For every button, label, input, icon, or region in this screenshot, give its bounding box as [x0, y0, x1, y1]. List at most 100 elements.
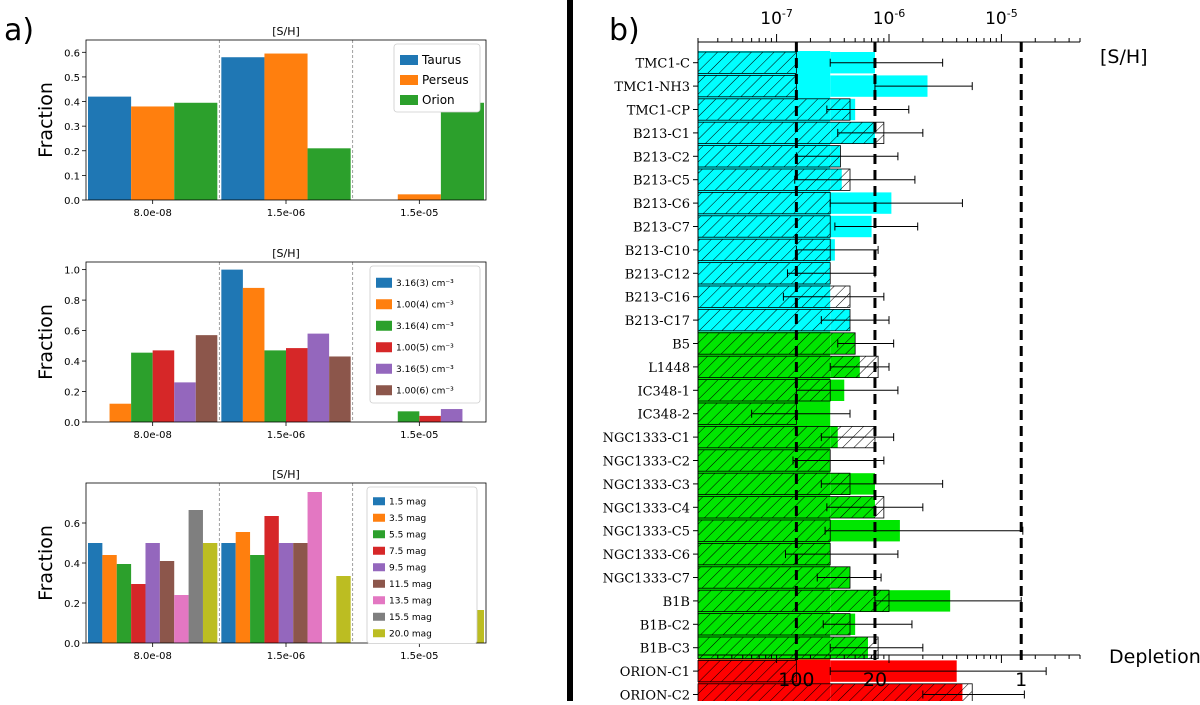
bar-perseus-2: [397, 194, 441, 200]
source-label: B1B-C3: [640, 642, 690, 657]
hatch-bar: [697, 519, 831, 542]
x-tick-label: 1.5e-05: [400, 208, 438, 219]
row-b213-c5: B213-C5: [633, 168, 916, 191]
y-tick-label: 0.6: [64, 327, 80, 338]
legend-swatch: [373, 563, 385, 572]
row-tmc1-c: TMC1-C: [635, 51, 944, 74]
source-label: TMC1-C: [635, 57, 690, 72]
row-tmc1-nh3: TMC1-NH3: [614, 75, 973, 98]
legend: 3.16(3) cm⁻³ 1.00(4) cm⁻³ 3.16(4) cm⁻³ 1.00…: [369, 265, 481, 404]
bar-11-5-mag-0: [159, 561, 175, 643]
bottom-tick-label: 20: [863, 669, 887, 691]
legend-swatch: [373, 596, 385, 605]
bar-7-5-mag-1: [264, 516, 279, 643]
row-b5: B5: [672, 332, 895, 355]
panel-divider: [567, 0, 573, 701]
bar-1-00-5-cm--1: [286, 348, 308, 422]
bar-3-16-4-cm--0: [131, 352, 153, 422]
source-label: TMC1-CP: [627, 104, 691, 119]
row-b213-c16: B213-C16: [625, 285, 885, 308]
top-tick-label: 10-6: [873, 7, 906, 29]
source-label: NGC1333-C4: [603, 501, 690, 516]
y-tick-label: 0.4: [64, 357, 80, 368]
chart-a2: 0.0 0.2 0.4 0.6 0.8 1.0 8.0e-08 1.5e-06 1.5e-05 […: [35, 247, 487, 441]
y-tick-label: 0.1: [64, 171, 80, 182]
y-tick-label: 0.0: [64, 639, 80, 650]
top-axis-title: [S/H]: [1100, 46, 1148, 68]
bar-3-16-5-cm--0: [174, 382, 196, 422]
bar-3-16-4-cm--1: [264, 350, 286, 422]
row-ngc1333-c4: NGC1333-C4: [603, 496, 924, 519]
bar-orion-1: [307, 148, 351, 200]
source-label: IC348-2: [637, 408, 690, 423]
legend-entry: 7.5 mag: [389, 547, 426, 557]
row-b213-c10: B213-C10: [625, 238, 879, 261]
bar-5-5-mag-1: [250, 555, 265, 643]
chart-title: [S/H]: [272, 468, 300, 481]
chart-title: [S/H]: [272, 25, 300, 38]
row-b213-c1: B213-C1: [633, 121, 924, 144]
legend: 1.5 mag 3.5 mag 5.5 mag 7.5 mag 9.5 mag 11.5 …: [366, 486, 478, 644]
legend-entry: 20.0 mag: [389, 629, 432, 639]
legend-swatch: [373, 513, 385, 522]
chart-a1: 0.0 0.1 0.2 0.3 0.4 0.5 0.6 8.0e-08 1.5e-06 1.5e-…: [35, 25, 487, 219]
bar-3-5-mag-1: [235, 532, 251, 643]
y-tick-label: 0.6: [64, 48, 80, 59]
source-label: B5: [672, 338, 690, 353]
y-tick-label: 0.2: [64, 147, 80, 158]
panel-a: 0.0 0.1 0.2 0.3 0.4 0.5 0.6 8.0e-08 1.5e-06 1.5e-…: [35, 25, 487, 662]
bar-9-5-mag-1: [278, 543, 294, 643]
y-tick-label: 0.4: [64, 559, 80, 570]
bar-taurus-1: [221, 57, 265, 200]
legend-swatch: [373, 530, 385, 539]
legend-swatch: [376, 320, 392, 331]
legend-entry: 9.5 mag: [389, 563, 426, 573]
legend-entry: 3.16(3) cm⁻³: [396, 279, 454, 289]
legend-box: [369, 265, 481, 404]
legend-swatch: [376, 299, 392, 310]
bar-taurus-0: [88, 96, 132, 200]
legend: Taurus Perseus Orion: [393, 43, 481, 113]
source-label: NGC1333-C3: [603, 478, 690, 493]
bar-1-00-4-cm--0: [109, 403, 132, 422]
legend-entry: 1.00(5) cm⁻³: [396, 343, 454, 353]
bar-1-00-5-cm--0: [152, 350, 175, 422]
bar-3-16-3-cm--1: [221, 269, 243, 422]
row-ngc1333-c6: NGC1333-C6: [603, 543, 899, 566]
legend-box: [366, 486, 478, 644]
legend-entry: 3.16(4) cm⁻³: [396, 322, 454, 332]
bar-3-16-4-cm--2: [397, 411, 420, 422]
y-tick-label: 0.2: [64, 388, 80, 399]
source-label: IC348-1: [637, 384, 690, 399]
row-ngc1333-c2: NGC1333-C2: [603, 449, 885, 472]
x-tick-label: 1.5e-05: [400, 430, 438, 441]
source-label: NGC1333-C1: [603, 431, 690, 446]
row-b1b-c2: B1B-C2: [640, 613, 913, 636]
y-axis-label: Fraction: [35, 304, 57, 380]
bottom-tick-label: 100: [778, 669, 814, 691]
row-l1448: L1448: [648, 355, 890, 379]
row-ic348-2: IC348-2: [637, 402, 851, 425]
panel-b-label: b): [609, 13, 640, 48]
x-tick-label: 1.5e-06: [267, 208, 305, 219]
hatch-bar: [697, 215, 831, 238]
row-b1b-c3: B1B-C3: [640, 636, 924, 659]
panel-a-label: a): [4, 13, 34, 48]
top-tick-label: 10-7: [760, 7, 793, 29]
x-tick-label: 1.5e-06: [267, 651, 305, 662]
bar-11-5-mag-1: [293, 543, 308, 643]
legend-entry: 3.16(5) cm⁻³: [396, 365, 454, 375]
legend-entry: Taurus: [421, 53, 461, 67]
bar-orion-0: [174, 102, 218, 200]
x-tick-label: 1.5e-05: [400, 651, 438, 662]
bar-20-0-mag-1: [336, 576, 351, 643]
y-tick-label: 0.3: [64, 122, 80, 133]
legend-entry: 1.00(4) cm⁻³: [396, 300, 454, 310]
bar-3-16-5-cm--2: [440, 409, 463, 422]
bar-7-5-mag-0: [131, 584, 146, 643]
bar-perseus-0: [131, 106, 175, 200]
y-tick-label: 0.0: [64, 196, 80, 207]
legend-swatch: [400, 95, 418, 105]
legend-swatch: [376, 385, 392, 396]
x-tick-label: 8.0e-08: [133, 430, 171, 441]
